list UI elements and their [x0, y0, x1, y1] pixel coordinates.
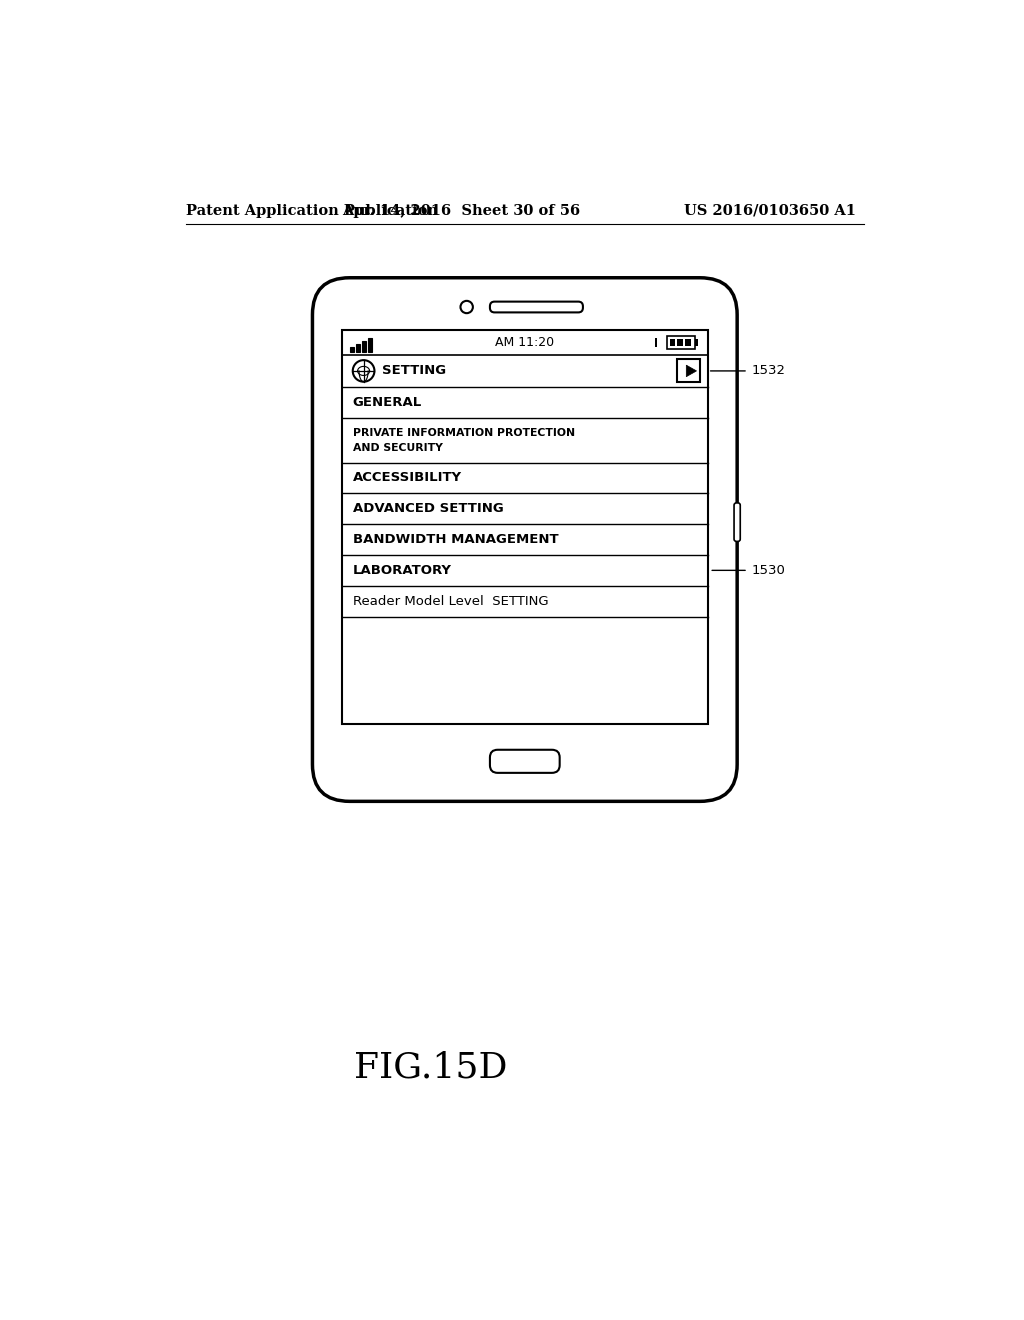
Text: GENERAL: GENERAL	[352, 396, 422, 409]
Text: Patent Application Publication: Patent Application Publication	[186, 203, 438, 218]
Bar	[668, 337, 695, 348]
FancyBboxPatch shape	[312, 277, 737, 801]
Text: BANDWIDTH MANAGEMENT: BANDWIDTH MANAGEMENT	[352, 533, 558, 546]
Circle shape	[352, 360, 375, 381]
Bar	[349, 347, 353, 351]
Text: ACCESSIBILITY: ACCESSIBILITY	[352, 471, 462, 484]
Text: PRIVATE INFORMATION PROTECTION: PRIVATE INFORMATION PROTECTION	[352, 428, 574, 438]
Text: LABORATORY: LABORATORY	[352, 564, 452, 577]
Bar	[356, 345, 359, 351]
Text: AND SECURITY: AND SECURITY	[352, 442, 442, 453]
Bar	[362, 341, 366, 351]
Text: US 2016/0103650 A1: US 2016/0103650 A1	[684, 203, 856, 218]
Bar	[655, 338, 657, 347]
Text: Reader Model Level  SETTING: Reader Model Level SETTING	[352, 594, 549, 607]
FancyBboxPatch shape	[734, 503, 740, 541]
Text: 1532: 1532	[752, 364, 785, 378]
Bar	[342, 330, 708, 725]
FancyBboxPatch shape	[489, 302, 583, 313]
Bar	[369, 338, 372, 351]
Text: Apr. 14, 2016  Sheet 30 of 56: Apr. 14, 2016 Sheet 30 of 56	[342, 203, 581, 218]
Text: ADVANCED SETTING: ADVANCED SETTING	[352, 502, 504, 515]
Bar	[677, 359, 700, 383]
Text: FIG.15D: FIG.15D	[353, 1049, 507, 1084]
Circle shape	[461, 301, 473, 313]
FancyBboxPatch shape	[489, 750, 560, 774]
Bar	[685, 339, 690, 346]
Bar	[678, 339, 683, 346]
Polygon shape	[686, 366, 696, 376]
Bar	[695, 339, 698, 346]
Bar	[670, 339, 675, 346]
Text: AM 11:20: AM 11:20	[496, 335, 554, 348]
Text: 1530: 1530	[752, 564, 785, 577]
Text: SETTING: SETTING	[382, 364, 446, 378]
